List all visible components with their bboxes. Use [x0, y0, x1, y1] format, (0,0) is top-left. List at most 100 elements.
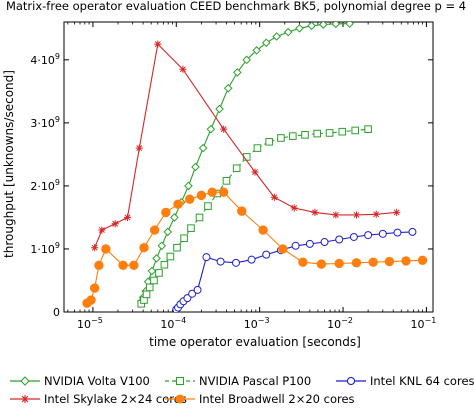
data-point-2 [231, 258, 240, 267]
series-line-3 [94, 42, 397, 248]
data-point-4 [86, 295, 96, 305]
data-point-3 [220, 125, 228, 133]
legend-marker-skylake [10, 395, 40, 403]
data-point-4 [196, 190, 207, 201]
series-group [82, 22, 428, 312]
data-point-3 [290, 204, 298, 212]
data-point-3 [311, 208, 319, 216]
data-point-2 [393, 228, 402, 237]
data-point-2 [378, 229, 387, 238]
data-point-2 [247, 255, 256, 264]
legend-item-volta: NVIDIA Volta V100 [10, 374, 150, 388]
data-point-4 [351, 258, 362, 268]
data-point-0 [307, 22, 316, 31]
data-point-0 [283, 27, 293, 37]
data-point-2 [262, 250, 271, 259]
data-point-4 [129, 260, 139, 271]
data-point-0 [345, 22, 354, 28]
data-point-3 [352, 211, 361, 219]
data-point-3 [154, 40, 162, 48]
data-point-4 [89, 283, 100, 293]
y-tick-label: 4·109 [30, 52, 60, 67]
data-point-0 [198, 143, 208, 153]
data-point-0 [242, 55, 252, 65]
data-point-3 [123, 213, 132, 222]
data-point-1 [351, 126, 360, 135]
data-point-1 [253, 144, 262, 152]
data-point-2 [335, 235, 344, 244]
legend-label-volta: NVIDIA Volta V100 [44, 374, 150, 388]
legend-label-skylake: Intel Skylake 2×24 cores [44, 392, 187, 406]
data-point-1 [301, 131, 309, 139]
x-tick-label: 10−3 [244, 316, 270, 331]
data-point-0 [318, 22, 328, 29]
legend-marker-pascal [165, 376, 195, 386]
data-point-0 [233, 68, 242, 77]
data-point-0 [252, 46, 261, 55]
data-point-2 [291, 241, 300, 250]
data-point-1 [222, 177, 231, 185]
data-point-2 [349, 232, 358, 241]
data-point-0 [163, 227, 173, 237]
data-point-0 [261, 38, 271, 48]
data-point-4 [173, 199, 183, 209]
data-point-4 [139, 242, 149, 253]
data-point-4 [161, 207, 171, 218]
data-point-1 [180, 234, 188, 243]
data-point-0 [191, 162, 200, 172]
data-point-2 [183, 294, 192, 303]
data-point-4 [316, 259, 327, 269]
legend-marker-broadwell [165, 394, 195, 404]
data-point-0 [295, 23, 304, 33]
data-point-0 [147, 266, 157, 276]
legend-label-broadwell: Intel Broadwell 2×20 cores [199, 392, 355, 406]
data-point-1 [289, 132, 297, 140]
data-point-4 [334, 258, 344, 269]
data-point-1 [187, 224, 195, 232]
data-point-1 [232, 164, 241, 173]
data-point-2 [216, 257, 225, 266]
data-point-0 [184, 181, 193, 191]
data-point-4 [298, 257, 308, 267]
data-point-0 [272, 32, 281, 41]
data-point-0 [170, 213, 179, 222]
data-point-2 [305, 239, 314, 248]
legend-item-knl: Intel KNL 64 cores [336, 374, 474, 388]
data-point-3 [111, 220, 119, 228]
data-point-0 [331, 22, 341, 29]
chart: Matrix-free operator evaluation CEED ben… [2, 0, 466, 349]
data-point-2 [193, 285, 202, 294]
data-point-4 [101, 244, 111, 254]
x-tick-label: 10−4 [160, 316, 186, 331]
data-point-0 [223, 83, 233, 93]
y-tick-label: 1·109 [30, 241, 60, 256]
data-point-4 [368, 257, 378, 267]
data-point-4 [401, 256, 411, 266]
data-point-2 [364, 231, 373, 240]
data-point-1 [338, 127, 347, 136]
data-point-1 [150, 276, 158, 285]
plot-frame [63, 21, 434, 313]
legend-marker-knl [336, 376, 366, 386]
data-point-3 [179, 65, 187, 73]
legend-label-pascal: NVIDIA Pascal P100 [199, 374, 312, 388]
data-point-2 [202, 253, 211, 262]
data-point-1 [155, 269, 163, 277]
data-point-4 [185, 194, 195, 204]
legend: NVIDIA Volta V100 NVIDIA Pascal P100 Int… [0, 370, 474, 409]
data-point-3 [372, 210, 380, 218]
data-point-3 [91, 244, 99, 252]
x-tick-label: 10−1 [411, 316, 437, 331]
data-point-1 [364, 125, 372, 133]
legend-item-skylake: Intel Skylake 2×24 cores [10, 392, 187, 406]
y-tick-label: 0 [53, 306, 60, 319]
data-point-4 [118, 260, 128, 271]
x-tick-label: 10−2 [327, 316, 353, 331]
data-point-1 [166, 252, 175, 261]
data-point-4 [384, 256, 395, 267]
y-tick-label: 3·109 [30, 115, 60, 130]
data-point-4 [218, 187, 229, 197]
data-point-1 [142, 290, 151, 299]
data-point-4 [258, 225, 268, 235]
data-point-0 [206, 124, 216, 134]
